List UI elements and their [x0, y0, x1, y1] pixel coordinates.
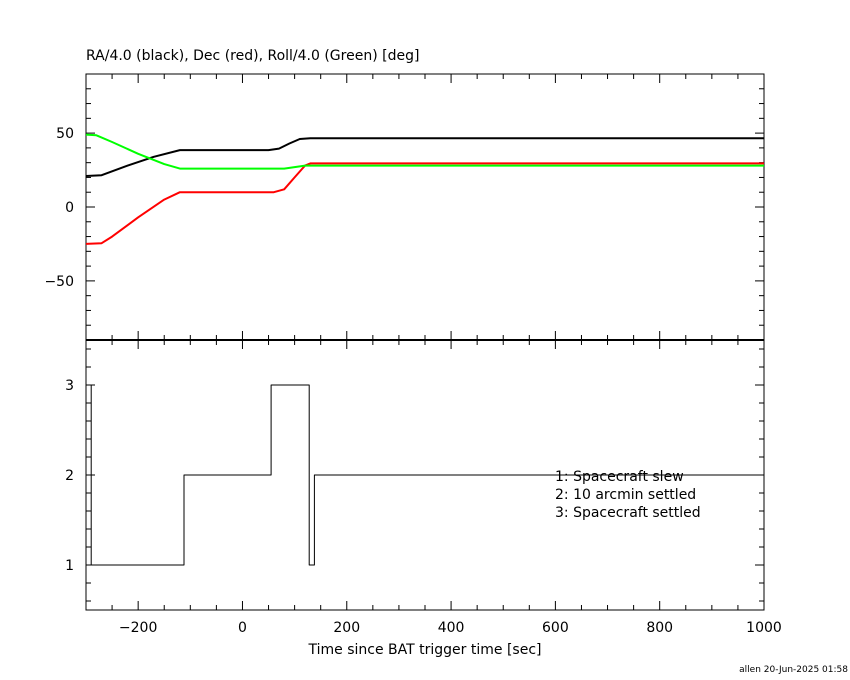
x-tick-label: 800 — [646, 620, 673, 636]
timestamp-footer: allen 20-Jun-2025 01:58 — [739, 665, 848, 675]
y-tick-label: 3 — [65, 378, 74, 394]
series-line-roll-4-0 — [85, 133, 764, 170]
series-line-ra-4-0 — [85, 137, 764, 177]
x-axis-label: Time since BAT trigger time [sec] — [308, 642, 542, 658]
x-tick-label: −200 — [119, 620, 157, 636]
legend-entry: 2: 10 arcmin settled — [555, 487, 696, 503]
legend: 1: Spacecraft slew 2: 10 arcmin settled … — [555, 469, 701, 521]
chart-title: RA/4.0 (black), Dec (red), Roll/4.0 (Gre… — [86, 48, 419, 64]
series-line-settle-status — [86, 384, 765, 566]
attitude-panel: −50 0 50 — [44, 73, 765, 341]
y-tick-label: 1 — [65, 558, 74, 574]
legend-entry: 3: Spacecraft settled — [555, 505, 701, 521]
x-tick-label: 0 — [238, 620, 247, 636]
x-tick-label: 600 — [542, 620, 569, 636]
y-tick-label: 2 — [65, 468, 74, 484]
settle-status-panel: 1 2 3 −200 0 200 400 600 800 1000 — [65, 339, 782, 636]
plot-frame — [85, 73, 765, 341]
y-tick-label: 0 — [65, 200, 74, 216]
y-tick-label: 50 — [56, 126, 74, 142]
x-tick-label: 400 — [438, 620, 465, 636]
x-tick-label: 200 — [333, 620, 360, 636]
x-tick-label: 1000 — [746, 620, 782, 636]
y-tick-label: −50 — [44, 274, 74, 290]
legend-entry: 1: Spacecraft slew — [555, 469, 684, 485]
series-line-dec — [85, 162, 764, 245]
